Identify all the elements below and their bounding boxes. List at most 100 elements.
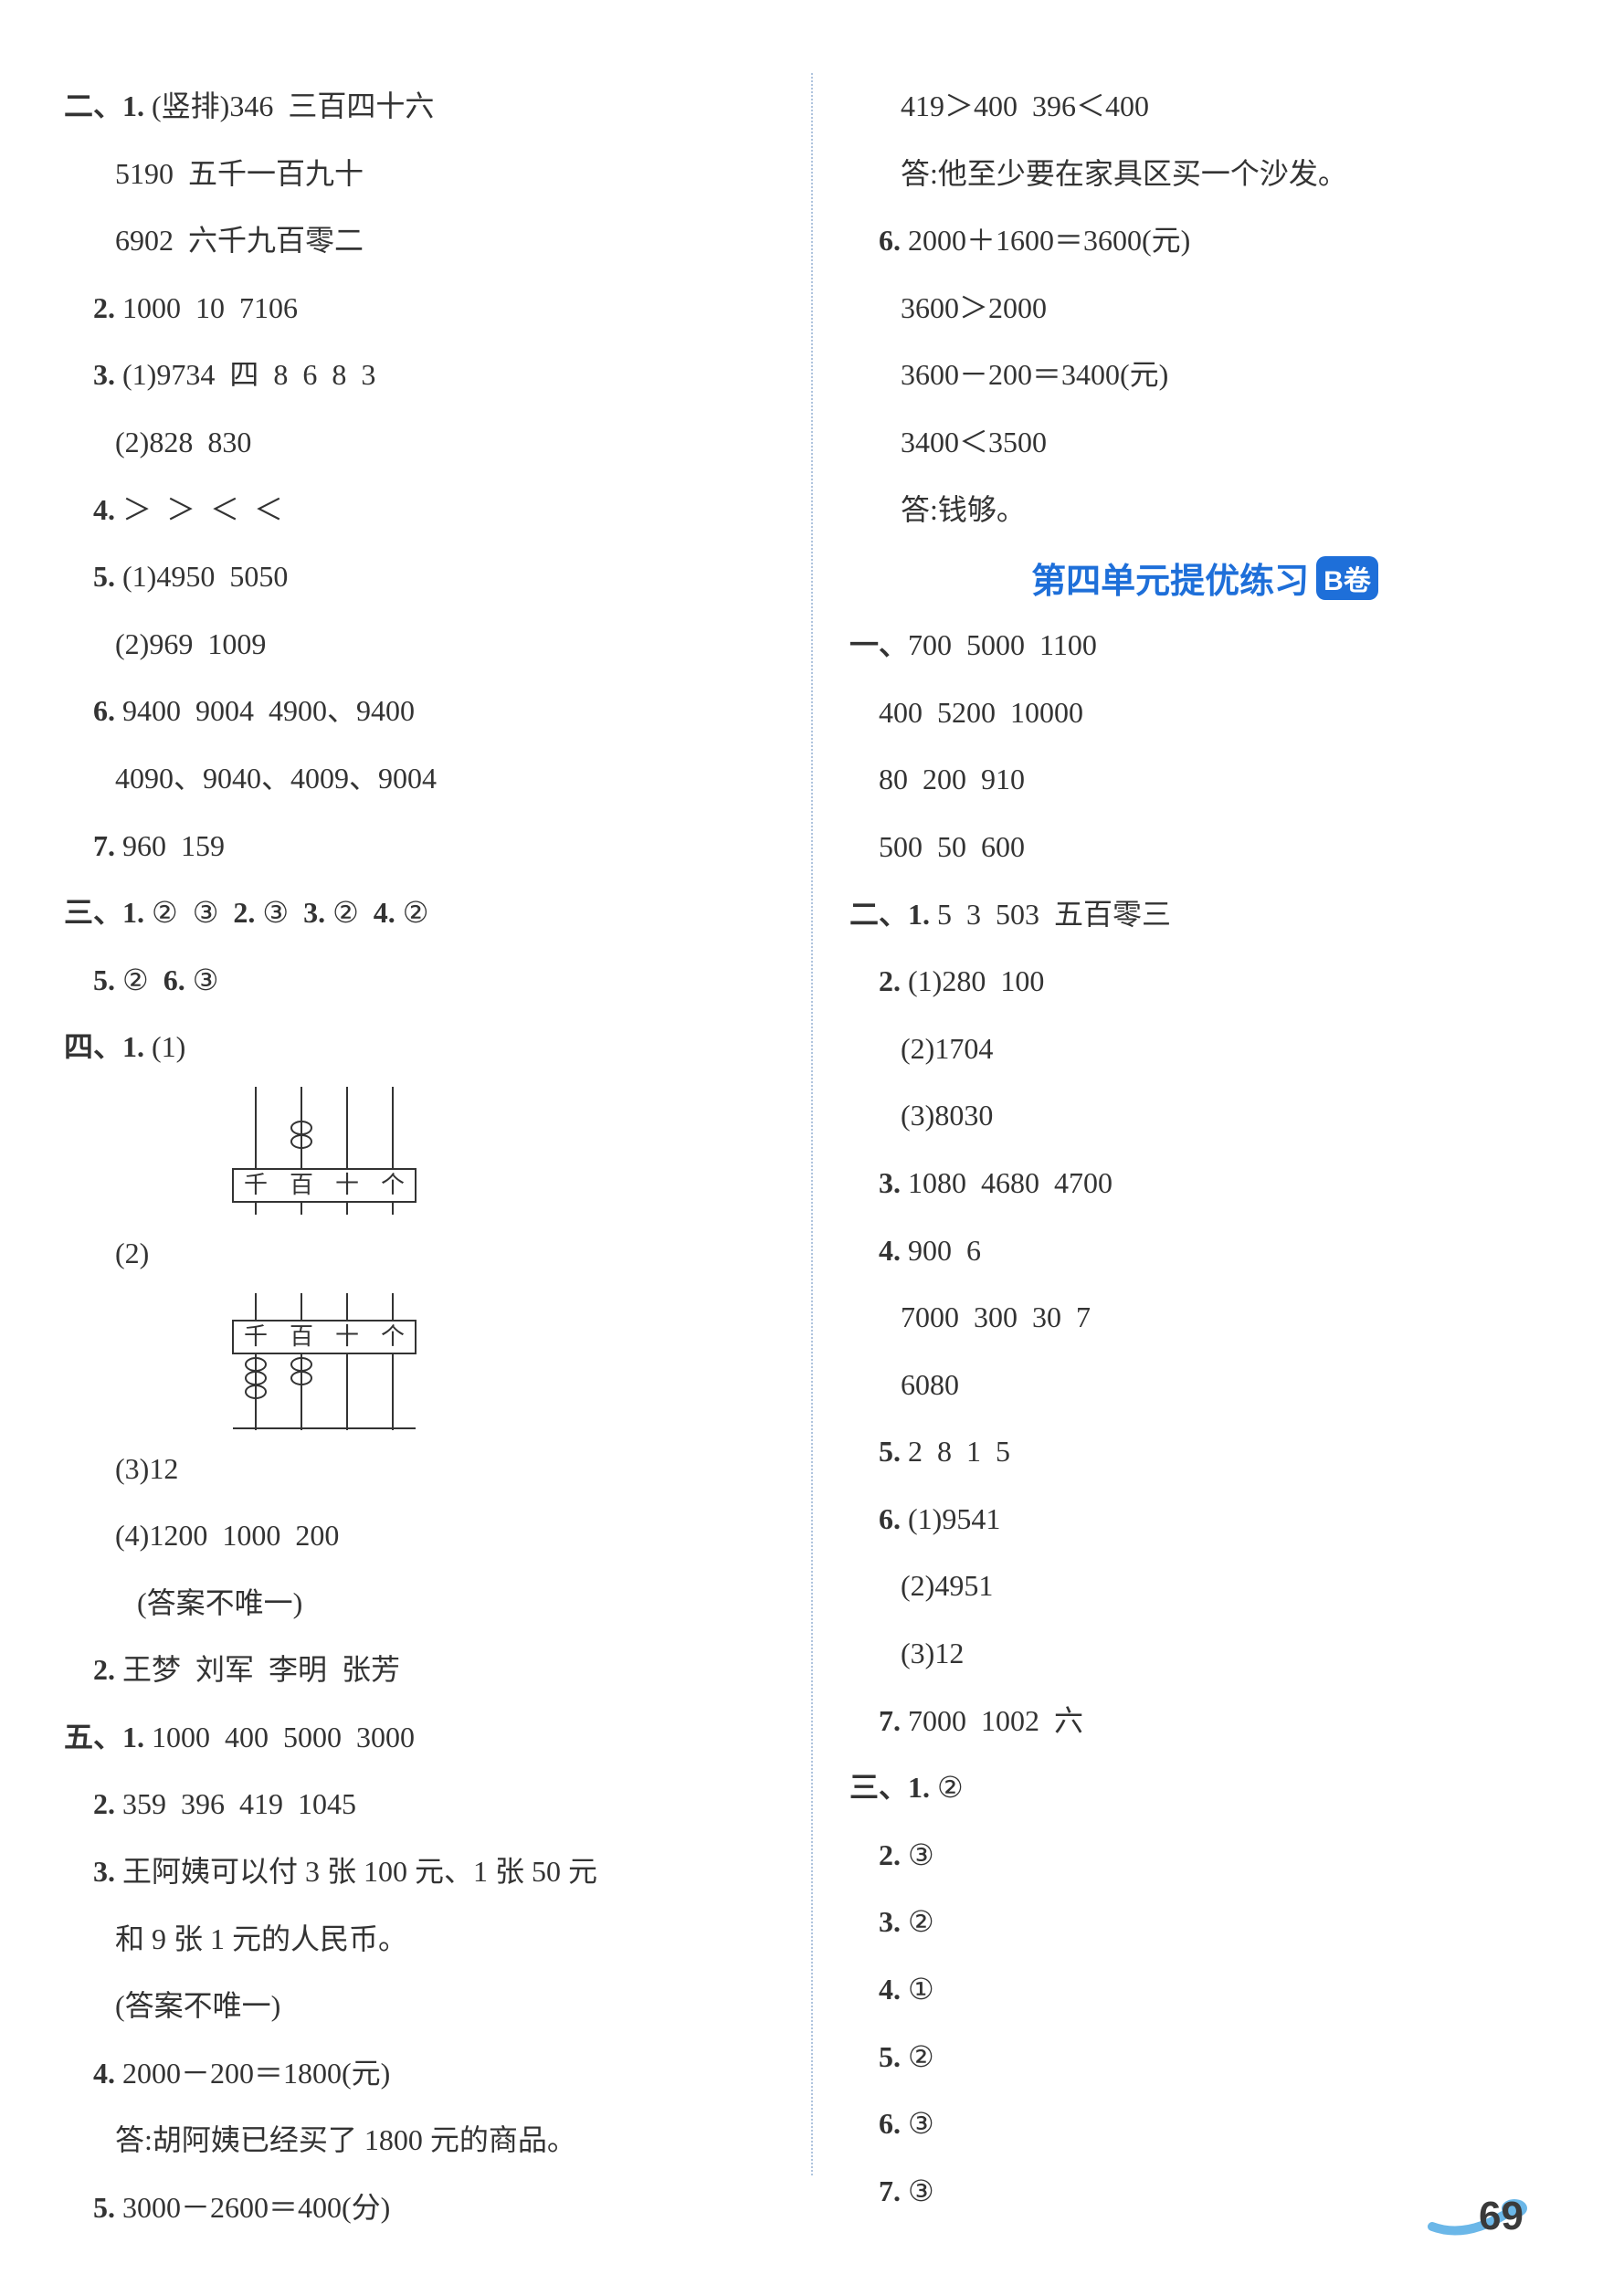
- r-s2-q4-num: 4.: [879, 1234, 901, 1267]
- r-sec3-q4-row: 4. ①: [849, 1956, 1560, 2024]
- r-sec2-q4-l1-row: 4. 900 6: [849, 1217, 1560, 1285]
- sec4-q1-note-row: (答案不唯一): [64, 1570, 775, 1637]
- sec2-q1-l3-row: 6902 六千九百零二: [64, 207, 775, 275]
- r-s2-q7-text: 7000 1002 六: [908, 1704, 1083, 1737]
- r-sec3-q2-row: 2. ③: [849, 1822, 1560, 1890]
- sec2-q7-row: 7. 960 159: [64, 813, 775, 880]
- s3-2b: ②: [122, 963, 149, 996]
- r-sec1-l4-row: 500 50 600: [849, 814, 1560, 881]
- s3-2a: 5.: [93, 963, 115, 996]
- r-sec2-q1-row: 二、1. 5 3 503 五百零三: [849, 881, 1560, 949]
- abacus1-label-1: 百: [290, 1172, 313, 1198]
- s5-q4-num: 4.: [93, 2057, 115, 2090]
- s3-1e: 3.: [303, 896, 325, 929]
- r-sec3-q6-row: 6. ③: [849, 2090, 1560, 2158]
- s5-q3-l2: 和 9 张 1 元的人民币。: [115, 1922, 407, 1955]
- r-s3-q2-text: ③: [908, 1838, 934, 1871]
- r-s2-q7-num: 7.: [879, 1704, 901, 1737]
- s3-2d: ③: [193, 963, 219, 996]
- r-sec1-l3-row: 80 200 910: [849, 746, 1560, 814]
- q3-l2: (2)828 830: [115, 426, 251, 458]
- r-sec2-q3-row: 3. 1080 4680 4700: [849, 1150, 1560, 1217]
- s5-q4-l2: 答:胡阿姨已经买了 1800 元的商品。: [115, 2123, 576, 2156]
- r-s2-q6-l1: (1)9541: [908, 1502, 1000, 1535]
- heading-badge: B卷: [1316, 556, 1378, 600]
- q2-num: 2.: [93, 291, 115, 324]
- r-sec2-q2-l1-row: 2. (1)280 100: [849, 948, 1560, 1016]
- r-sec3-q1-row: 三、1. ②: [849, 1754, 1560, 1822]
- sec2-q3-l2-row: (2)828 830: [64, 409, 775, 477]
- sec2-q5-l2-row: (2)969 1009: [64, 611, 775, 679]
- r-s2-q1-text: 5 3 503 五百零三: [937, 898, 1171, 931]
- s5-q2-num: 2.: [93, 1787, 115, 1820]
- q6-l2: 4090、9040、4009、9004: [115, 762, 437, 795]
- sec2-q4-row: 4. ＞ ＞ ＜ ＜: [64, 477, 775, 544]
- r-s2-q4-l3: 6080: [901, 1368, 959, 1401]
- sec2-q3-l1-row: 3. (1)9734 四 8 6 8 3: [64, 342, 775, 409]
- s5-q1-num: 1.: [122, 1721, 144, 1753]
- q2-text: 1000 10 7106: [122, 291, 298, 324]
- r-s3-q3-text: ②: [908, 1905, 934, 1938]
- sec2-marker: 二、: [64, 90, 122, 122]
- r-s2-q2-num: 2.: [879, 964, 901, 997]
- s5-q3-l1: 王阿姨可以付 3 张 100 元、1 张 50 元: [122, 1855, 597, 1888]
- r-sec2-q5-row: 5. 2 8 1 5: [849, 1418, 1560, 1486]
- abacus-1: 千 百 十 个: [228, 1087, 775, 1215]
- r-sec3-q5-row: 5. ②: [849, 2024, 1560, 2091]
- svg-text:个: 个: [381, 1323, 405, 1350]
- r-q6-num: 6.: [879, 224, 901, 257]
- s3-1c: 2.: [233, 896, 255, 929]
- abacus1-label-0: 千: [244, 1172, 268, 1198]
- s5-q4-l1: 2000－200＝1800(元): [122, 2057, 390, 2090]
- r-s3-q5-text: ②: [908, 2040, 934, 2073]
- r-q6-l3: 3600－200＝3400(元): [901, 358, 1168, 391]
- s3-1h: ②: [403, 896, 429, 929]
- r-s2-q5-num: 5.: [879, 1435, 901, 1468]
- r-sec2-q2-l2-row: (2)1704: [849, 1016, 1560, 1083]
- r-s2-q4-l1: 900 6: [908, 1234, 981, 1267]
- r-q6-l1-row: 6. 2000＋1600＝3600(元): [849, 207, 1560, 275]
- q5-l1: (1)4950 5050: [122, 560, 288, 593]
- r-sec2-q6-l1-row: 6. (1)9541: [849, 1486, 1560, 1553]
- q7-num: 7.: [93, 829, 115, 862]
- s5-q5-num: 5.: [93, 2191, 115, 2224]
- q4-text: ＞ ＞ ＜ ＜: [122, 493, 283, 526]
- r-s2-q6-num: 6.: [879, 1502, 901, 1535]
- r-sec2-q2-l3-row: (3)8030: [849, 1082, 1560, 1150]
- q1-l1: (竖排)346 三百四十六: [152, 90, 434, 122]
- q1-num: 1.: [122, 90, 144, 122]
- left-column: 二、1. (竖排)346 三百四十六 5190 五千一百九十 6902 六千九百…: [64, 73, 775, 2175]
- q4-num: 4.: [93, 493, 115, 526]
- sec3-l1: 三、1. ② ③ 2. ③ 3. ② 4. ②: [64, 879, 775, 947]
- r-s3-q1-text: ②: [937, 1771, 964, 1804]
- page-columns: 二、1. (竖排)346 三百四十六 5190 五千一百九十 6902 六千九百…: [64, 73, 1560, 2175]
- sec5-q3-l1-row: 3. 王阿姨可以付 3 张 100 元、1 张 50 元: [64, 1838, 775, 1906]
- sec2-q6-l1-row: 6. 9400 9004 4900、9400: [64, 678, 775, 745]
- sec3-marker: 三、: [64, 896, 122, 929]
- r-sec1-l1-row: 一、700 5000 1100: [849, 612, 1560, 679]
- s4-q1-p4: (4)1200 1000 200: [115, 1519, 339, 1552]
- r-s3-q4-text: ①: [908, 1973, 934, 2006]
- sec5-q4-l1-row: 4. 2000－200＝1800(元): [64, 2040, 775, 2108]
- cont5-l2: 答:他至少要在家具区买一个沙发。: [901, 157, 1347, 190]
- r-s3-q1-num: 1.: [908, 1771, 930, 1804]
- sec5-q4-l2-row: 答:胡阿姨已经买了 1800 元的商品。: [64, 2107, 775, 2174]
- heading-text: 第四单元提优练习: [1031, 553, 1309, 603]
- svg-text:百: 百: [290, 1323, 313, 1350]
- r-s3-q7-text: ③: [908, 2174, 934, 2207]
- sec2-q2-row: 2. 1000 10 7106: [64, 275, 775, 342]
- q5-l2: (2)969 1009: [115, 627, 266, 660]
- r-sec3-marker: 三、: [849, 1771, 908, 1804]
- sec4-q2-row: 2. 王梦 刘军 李明 张芳: [64, 1637, 775, 1704]
- sec3-l2: 5. ② 6. ③: [64, 947, 775, 1015]
- s3-1f: ②: [332, 896, 359, 929]
- r-s3-q2-num: 2.: [879, 1838, 901, 1871]
- abacus1-label-3: 个: [381, 1172, 405, 1198]
- s3-1g: 4.: [374, 896, 395, 929]
- cont5-l1: 419＞400 396＜400: [901, 90, 1149, 122]
- sec5-q1-row: 五、1. 1000 400 5000 3000: [64, 1704, 775, 1772]
- r-s2-q4-l2: 7000 300 30 7: [901, 1300, 1091, 1333]
- r-sec1-l4: 500 50 600: [879, 830, 1025, 863]
- r-sec1-l2-row: 400 5200 10000: [849, 679, 1560, 747]
- sec4-q1-p3-row: (3)12: [64, 1436, 775, 1503]
